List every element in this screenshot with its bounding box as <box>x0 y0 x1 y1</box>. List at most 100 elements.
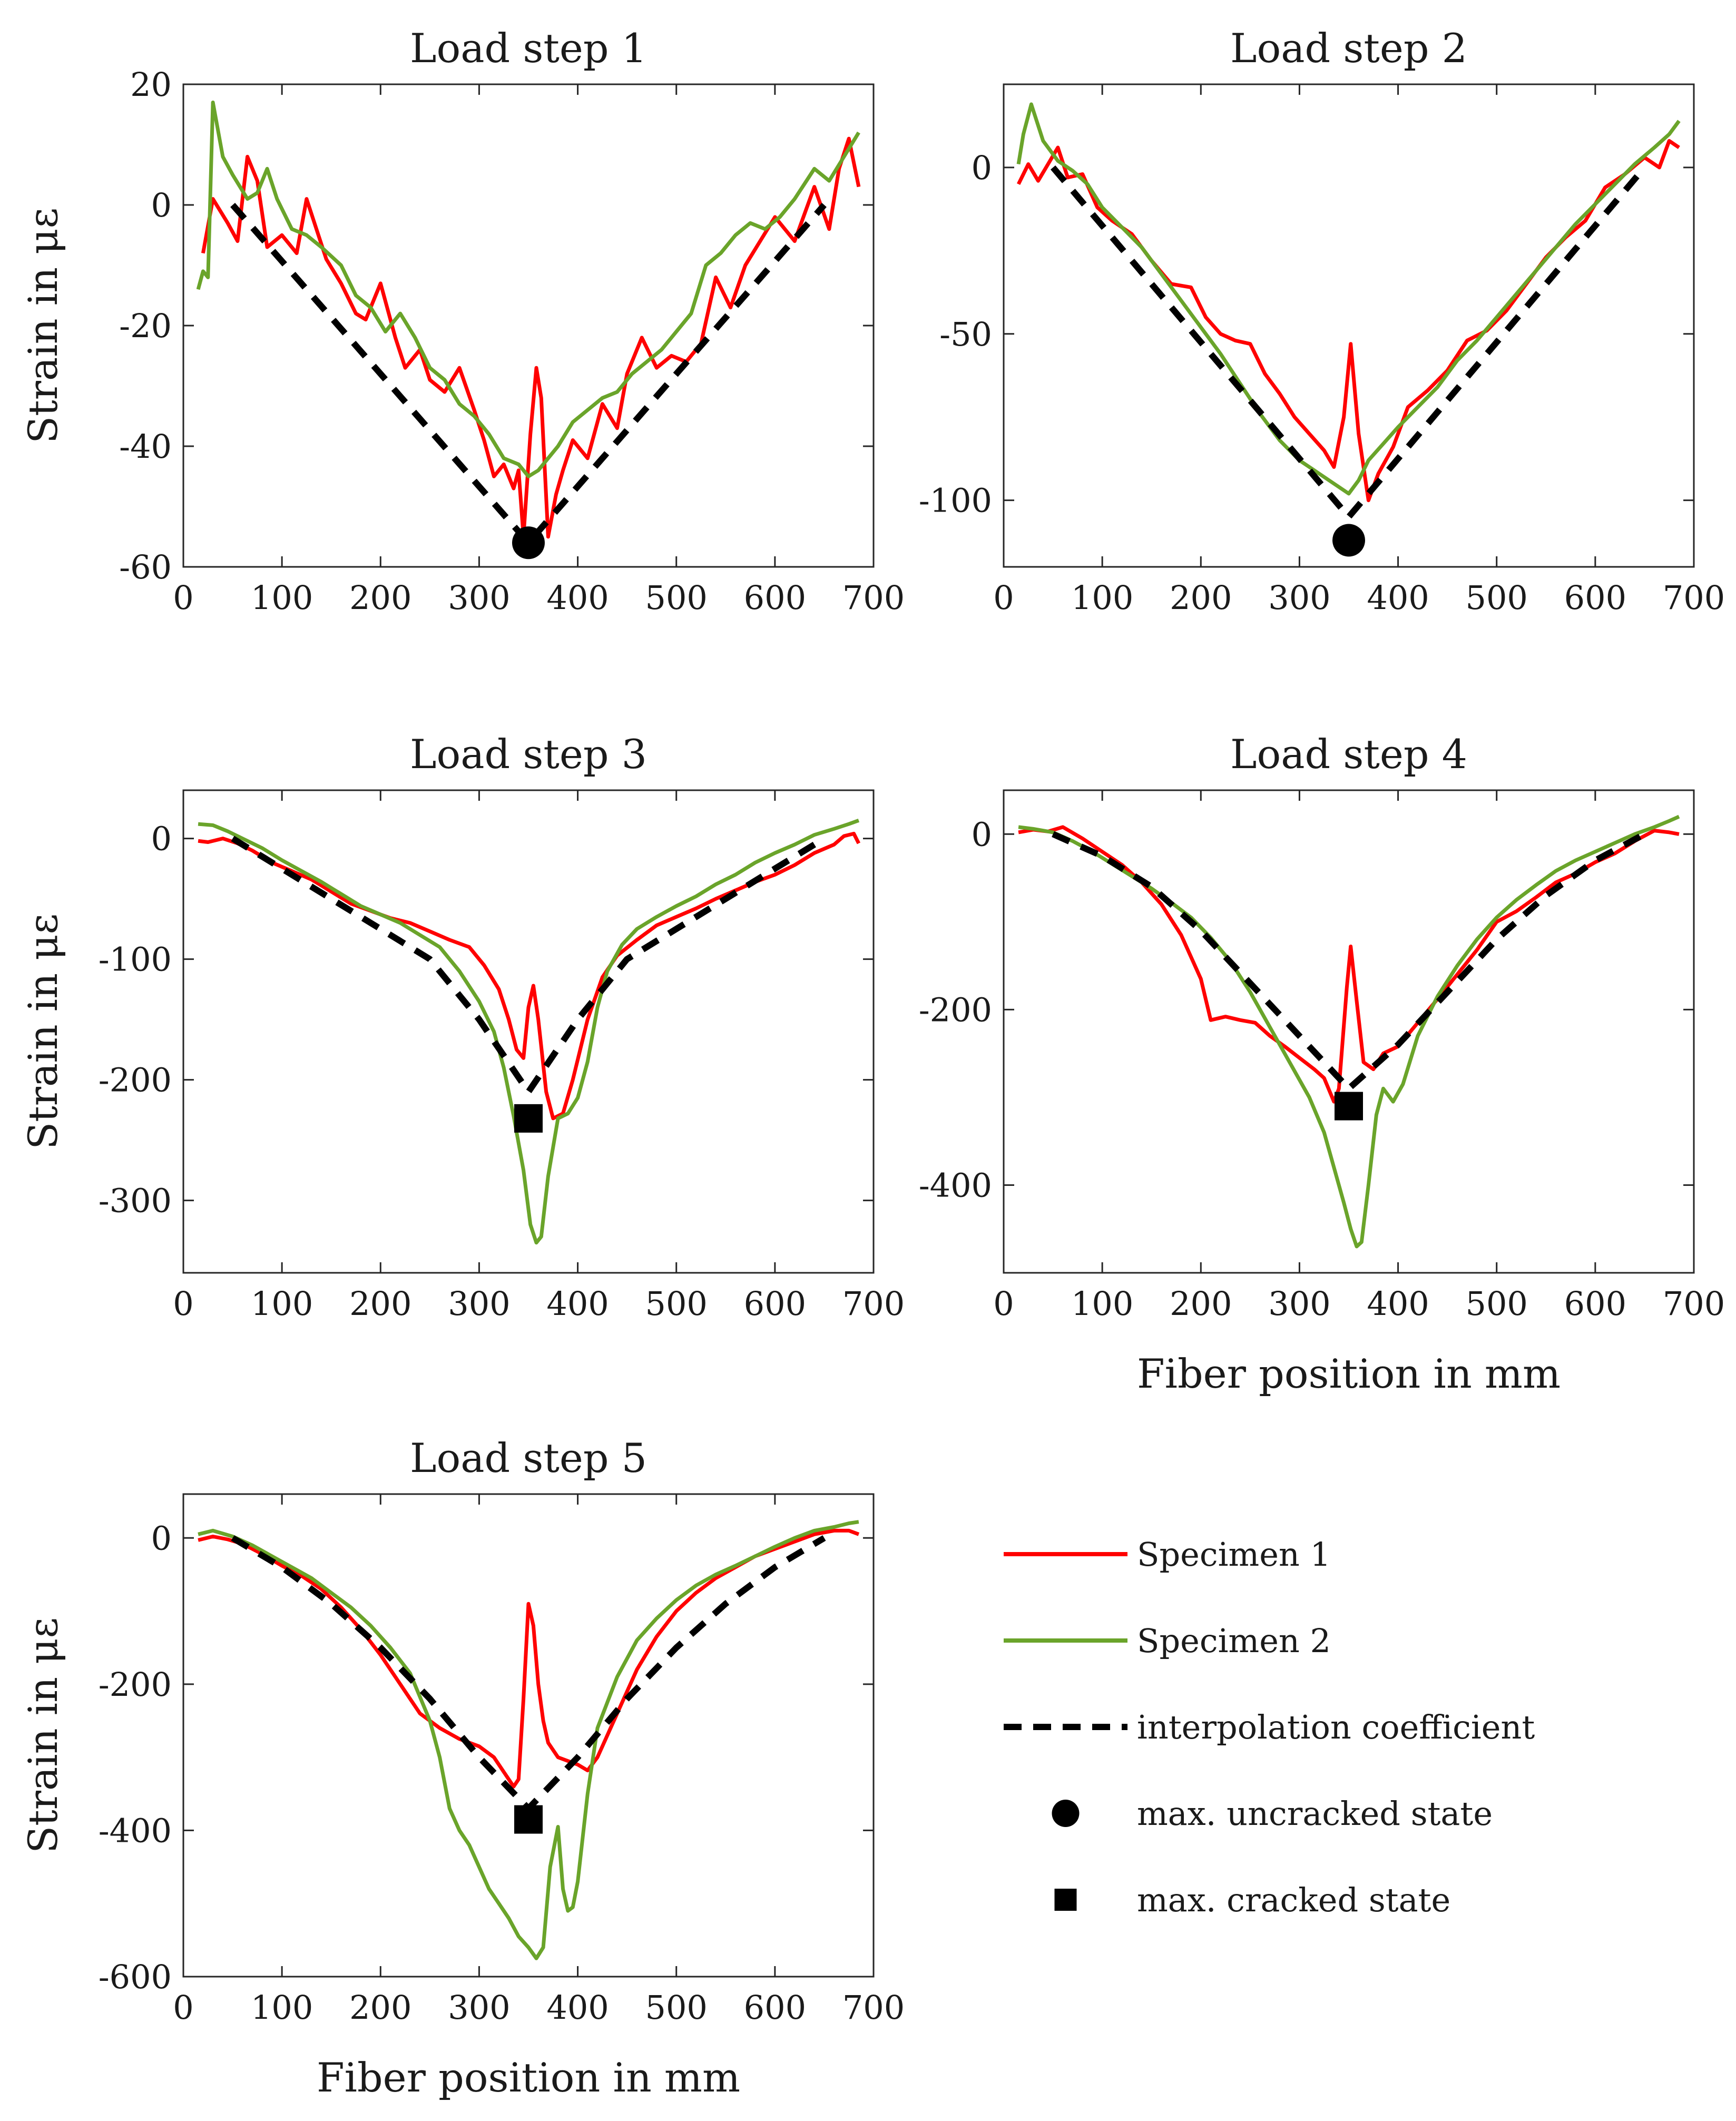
x-tick-label: 100 <box>251 1988 313 2027</box>
x-tick-label: 200 <box>1170 578 1232 617</box>
legend-label: max. uncracked state <box>1137 1794 1493 1833</box>
x-tick-label: 700 <box>1663 578 1725 617</box>
series-line-interpolation-coefficient <box>230 203 827 546</box>
x-tick-label: 400 <box>1367 1284 1429 1323</box>
panel-5: 0 100 200 300 400 500 600 700 -600 -400 -200 0 Load … <box>19 1435 905 2101</box>
series-group <box>198 819 861 1245</box>
marker-uncracked-max <box>1332 524 1365 557</box>
y-tick-label: -600 <box>99 1958 172 1996</box>
y-tick-label: 0 <box>972 815 992 853</box>
y-axis-label: Strain in με <box>19 1617 66 1853</box>
legend-label: interpolation coefficient <box>1137 1708 1535 1746</box>
legend-item-max-uncracked-state: max. uncracked state <box>1052 1794 1493 1833</box>
legend-item-specimen-1: Specimen 1 <box>1004 1535 1331 1574</box>
y-tick-label: 0 <box>151 820 172 858</box>
panel-1: 0 100 200 300 400 500 600 700 -60 -40 -20 0 20 Load s… <box>19 25 905 617</box>
x-tick-label: 600 <box>744 1284 806 1323</box>
legend: Specimen 1 Specimen 2 interpolation coeffi… <box>1004 1535 1535 1919</box>
x-tick-label: 600 <box>744 1988 806 2027</box>
legend-item-max-cracked-state: max. cracked state <box>1054 1881 1450 1919</box>
panel-2: 0 100 200 300 400 500 600 700 -100 -50 0 Load step … <box>919 25 1725 617</box>
x-tick-label: 400 <box>546 1284 609 1323</box>
series-line-interpolation-coefficient <box>231 1535 826 1812</box>
series-line-interpolation-coefficient <box>231 836 826 1095</box>
x-tick-label: 0 <box>173 578 193 617</box>
plot-frame <box>182 83 875 568</box>
series-line-specimen-2 <box>198 819 860 1245</box>
legend-item-interpolation-coefficient: interpolation coefficient <box>1004 1708 1535 1746</box>
marker-cracked-max <box>1335 1092 1363 1121</box>
x-tick-label: 0 <box>993 1284 1014 1323</box>
y-axis-label: Strain in με <box>19 208 66 444</box>
x-tick-label: 200 <box>349 1284 411 1323</box>
y-tick-label: -200 <box>919 990 992 1029</box>
legend-swatch <box>1052 1800 1080 1827</box>
x-tick-label: 700 <box>1663 1284 1725 1323</box>
plot-frame <box>182 789 875 1274</box>
marker-cracked-max <box>514 1104 543 1133</box>
x-tick-label: 600 <box>744 578 806 617</box>
series-line-interpolation-coefficient <box>1051 165 1647 521</box>
panel-4: 0 100 200 300 400 500 600 700 -400 -200 0 Load step… <box>919 731 1725 1397</box>
x-tick-label: 300 <box>448 1284 510 1323</box>
x-tick-label: 400 <box>546 578 609 617</box>
series-group <box>1018 814 1680 1249</box>
legend-label: Specimen 1 <box>1137 1535 1331 1574</box>
x-tick-label: 700 <box>842 1988 905 2027</box>
x-tick-label: 100 <box>1071 578 1133 617</box>
x-axis-label: Fiber position in mm <box>317 2054 740 2101</box>
x-tick-label: 500 <box>645 1988 708 2027</box>
series-line-specimen-2 <box>196 100 860 478</box>
y-tick-label: -400 <box>99 1811 172 1850</box>
series-group <box>196 100 861 546</box>
y-tick-label: 0 <box>151 186 172 224</box>
x-tick-label: 100 <box>251 578 313 617</box>
y-tick-label: -50 <box>939 315 992 354</box>
x-tick-label: 500 <box>645 578 708 617</box>
y-tick-label: 20 <box>130 65 172 104</box>
plot-frame <box>1003 83 1695 568</box>
x-tick-label: 100 <box>1071 1284 1133 1323</box>
series-group <box>1016 102 1681 521</box>
series-line-specimen-1 <box>201 136 861 539</box>
x-tick-label: 500 <box>1466 1284 1528 1323</box>
marker-cracked-max <box>514 1805 543 1834</box>
series-group <box>198 1520 860 1960</box>
x-tick-label: 700 <box>842 578 905 617</box>
y-tick-label: -200 <box>99 1665 172 1704</box>
x-tick-label: 600 <box>1564 578 1626 617</box>
x-tick-label: 0 <box>993 578 1014 617</box>
y-tick-label: 0 <box>972 149 992 187</box>
x-tick-label: 200 <box>349 578 411 617</box>
x-tick-label: 200 <box>1170 1284 1232 1323</box>
y-tick-label: -40 <box>119 427 172 466</box>
panel-title: Load step 4 <box>1230 731 1467 778</box>
x-tick-label: 400 <box>546 1988 609 2027</box>
series-line-specimen-2 <box>198 1520 859 1960</box>
x-tick-label: 700 <box>842 1284 905 1323</box>
series-line-specimen-1 <box>198 1528 860 1789</box>
legend-label: max. cracked state <box>1137 1881 1450 1919</box>
x-tick-label: 500 <box>645 1284 708 1323</box>
x-tick-label: 400 <box>1367 578 1429 617</box>
x-tick-label: 200 <box>349 1988 411 2027</box>
x-tick-label: 300 <box>448 1988 510 2027</box>
y-axis-label: Strain in με <box>19 914 66 1150</box>
y-tick-label: -100 <box>919 482 992 520</box>
plot-frame <box>1003 789 1695 1274</box>
panel-title: Load step 2 <box>1230 25 1467 72</box>
y-tick-label: -200 <box>99 1061 172 1099</box>
legend-label: Specimen 2 <box>1137 1622 1331 1660</box>
panel-title: Load step 5 <box>410 1435 647 1481</box>
y-tick-label: -300 <box>99 1182 172 1220</box>
y-tick-label: -60 <box>119 548 172 586</box>
series-line-specimen-2 <box>1016 102 1681 496</box>
x-tick-label: 300 <box>1268 578 1330 617</box>
panel-title: Load step 1 <box>410 25 647 72</box>
x-tick-label: 100 <box>251 1284 313 1323</box>
x-tick-label: 300 <box>1268 1284 1330 1323</box>
panel-title: Load step 3 <box>410 731 647 778</box>
x-tick-label: 0 <box>173 1284 193 1323</box>
